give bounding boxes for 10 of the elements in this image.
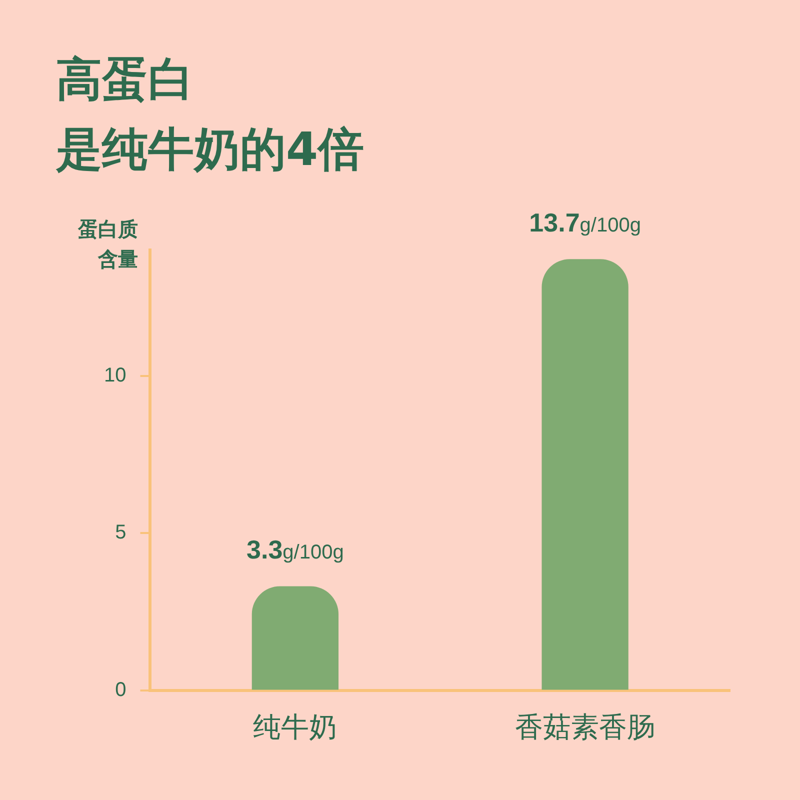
data-label: 13.7g/100g [529, 207, 641, 238]
x-tick-label: 纯牛奶 [253, 710, 338, 744]
data-label: 3.3g/100g [246, 534, 344, 565]
y-tick-label: 5 [115, 522, 126, 544]
y-tick-label: 0 [115, 678, 126, 701]
x-tick-label: 香菇素香肠 [515, 710, 656, 744]
y-axis-title: 蛋白质含量 [76, 216, 138, 273]
y-tick-label: 10 [104, 364, 126, 386]
chart-subtitle: 是纯牛奶的4倍 [56, 121, 364, 178]
chart-title: 高蛋白 [56, 51, 194, 108]
